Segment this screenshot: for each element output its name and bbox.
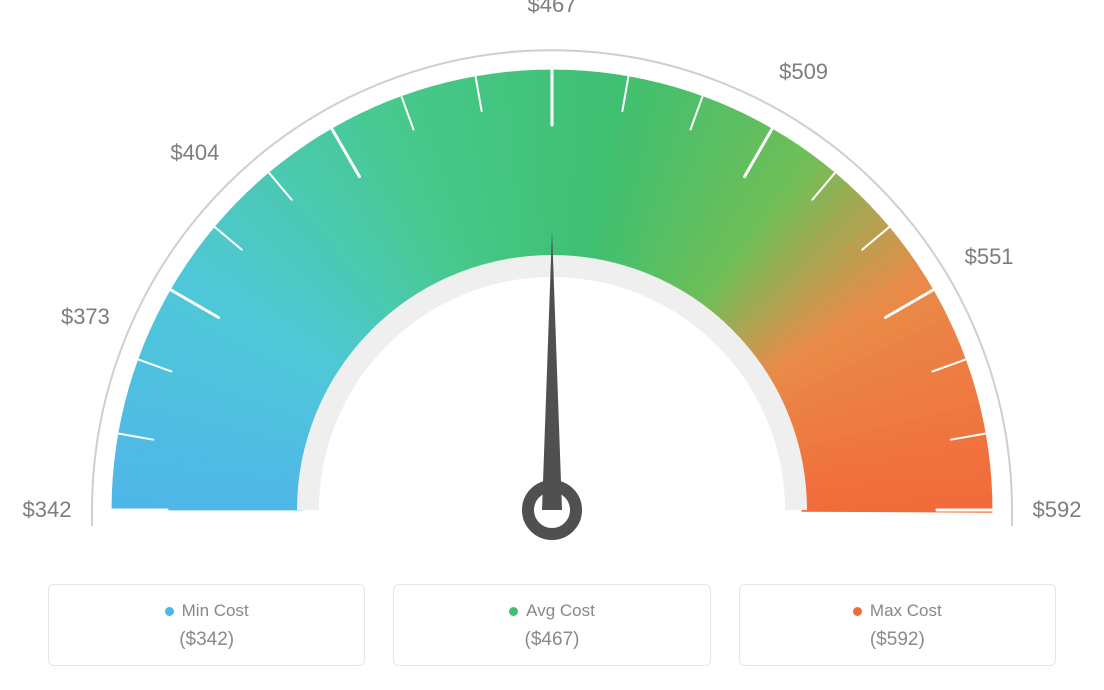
chart-root: $342 $373 $404 $467 $509 $551 $592 Min Cost ($… (0, 0, 1104, 690)
legend-value-max: ($592) (752, 629, 1043, 651)
legend-label-min: Min Cost (182, 601, 249, 621)
scale-label: $373 (61, 304, 110, 330)
scale-label: $467 (528, 0, 577, 18)
scale-label: $592 (1033, 497, 1082, 523)
legend-title-max: Max Cost (853, 601, 942, 621)
legend-dot-min (165, 607, 174, 616)
gauge-stage: $342 $373 $404 $467 $509 $551 $592 (0, 0, 1104, 560)
legend-box-avg: Avg Cost ($467) (393, 584, 710, 666)
legend-value-min: ($342) (61, 629, 352, 651)
legend-value-avg: ($467) (406, 629, 697, 651)
gauge-svg (0, 0, 1104, 560)
legend-dot-max (853, 607, 862, 616)
scale-label: $551 (965, 244, 1014, 270)
scale-label: $509 (779, 59, 828, 85)
legend-box-min: Min Cost ($342) (48, 584, 365, 666)
legend-label-max: Max Cost (870, 601, 942, 621)
scale-label: $404 (170, 140, 219, 166)
legend-box-max: Max Cost ($592) (739, 584, 1056, 666)
legend-title-avg: Avg Cost (509, 601, 595, 621)
scale-label: $342 (23, 497, 72, 523)
legend-title-min: Min Cost (165, 601, 249, 621)
legend-dot-avg (509, 607, 518, 616)
legend-label-avg: Avg Cost (526, 601, 595, 621)
legend-row: Min Cost ($342) Avg Cost ($467) Max Cost… (48, 584, 1056, 666)
